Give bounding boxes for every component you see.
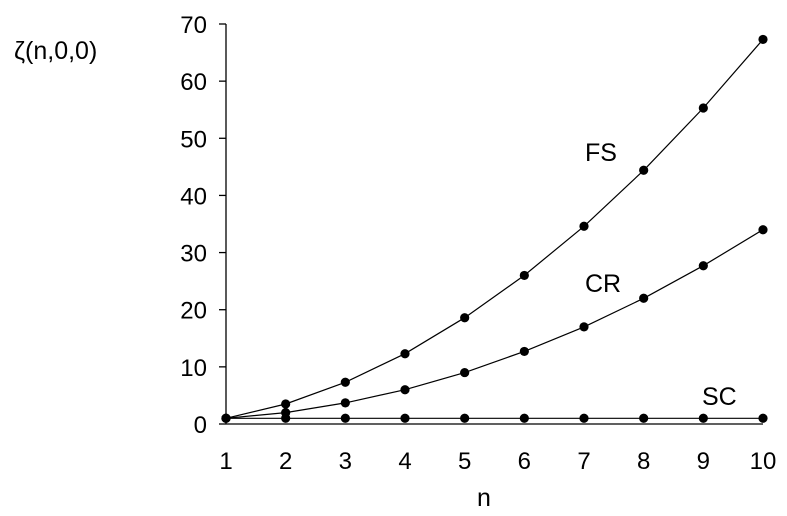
data-point-sc xyxy=(460,413,470,423)
data-point-fs xyxy=(460,313,470,323)
series-lines xyxy=(225,39,764,419)
series-label-sc: SC xyxy=(702,383,737,411)
series-labels: FS CR SC xyxy=(585,139,737,411)
data-point-sc xyxy=(639,413,649,423)
data-point-cr xyxy=(340,398,350,408)
series-line-fs xyxy=(225,39,764,419)
x-tick-label: 10 xyxy=(750,448,777,475)
y-axis-label: ζ(n,0,0) xyxy=(14,37,97,65)
y-tick-label: 60 xyxy=(180,69,207,96)
data-point-cr xyxy=(519,346,529,357)
data-point-sc xyxy=(579,413,589,423)
y-tick-label: 70 xyxy=(180,12,207,39)
data-point-fs xyxy=(639,165,649,175)
axes: 0 10 20 30 40 50 60 70 1 2 3 4 5 6 7 8 9 10 xyxy=(180,12,776,475)
data-point-sc xyxy=(340,413,350,423)
x-axis-label: n xyxy=(477,484,491,512)
y-tick-label: 0 xyxy=(194,412,207,439)
x-tick-label: 2 xyxy=(279,448,292,475)
data-point-sc xyxy=(519,413,529,423)
data-point-sc xyxy=(281,413,291,423)
x-tick-label: 4 xyxy=(398,448,411,475)
data-point-fs xyxy=(519,270,529,281)
data-point-cr xyxy=(639,293,649,303)
x-tick-label: 5 xyxy=(458,448,471,475)
data-point-cr xyxy=(579,322,589,332)
data-point-sc xyxy=(400,413,410,423)
x-tick-label: 6 xyxy=(518,448,531,475)
data-point-fs xyxy=(698,103,708,113)
x-tick-label: 9 xyxy=(697,448,710,475)
x-tick-label: 3 xyxy=(339,448,352,475)
data-point-cr xyxy=(400,385,410,395)
data-point-cr xyxy=(698,261,708,271)
data-point-fs xyxy=(340,377,350,387)
series-label-cr: CR xyxy=(585,270,621,298)
series-label-fs: FS xyxy=(585,139,617,167)
y-tick-label: 20 xyxy=(180,298,207,325)
data-point-fs xyxy=(758,34,768,45)
data-point-fs xyxy=(579,221,589,231)
series-line-cr xyxy=(225,229,764,419)
x-tick-label: 8 xyxy=(637,448,650,475)
y-tick-label: 30 xyxy=(180,241,207,268)
data-points xyxy=(221,34,768,423)
data-point-fs xyxy=(281,399,291,409)
data-point-sc xyxy=(758,413,768,423)
y-tick-label: 40 xyxy=(180,183,207,210)
x-tick-label: 7 xyxy=(577,448,590,475)
data-point-cr xyxy=(460,367,470,378)
data-point-sc xyxy=(698,413,708,423)
x-tick-label: 1 xyxy=(219,448,232,475)
y-tick-label: 50 xyxy=(180,126,207,153)
data-point-sc xyxy=(221,413,231,423)
data-point-fs xyxy=(400,349,410,359)
y-tick-label: 10 xyxy=(180,355,207,382)
data-point-cr xyxy=(758,225,768,235)
